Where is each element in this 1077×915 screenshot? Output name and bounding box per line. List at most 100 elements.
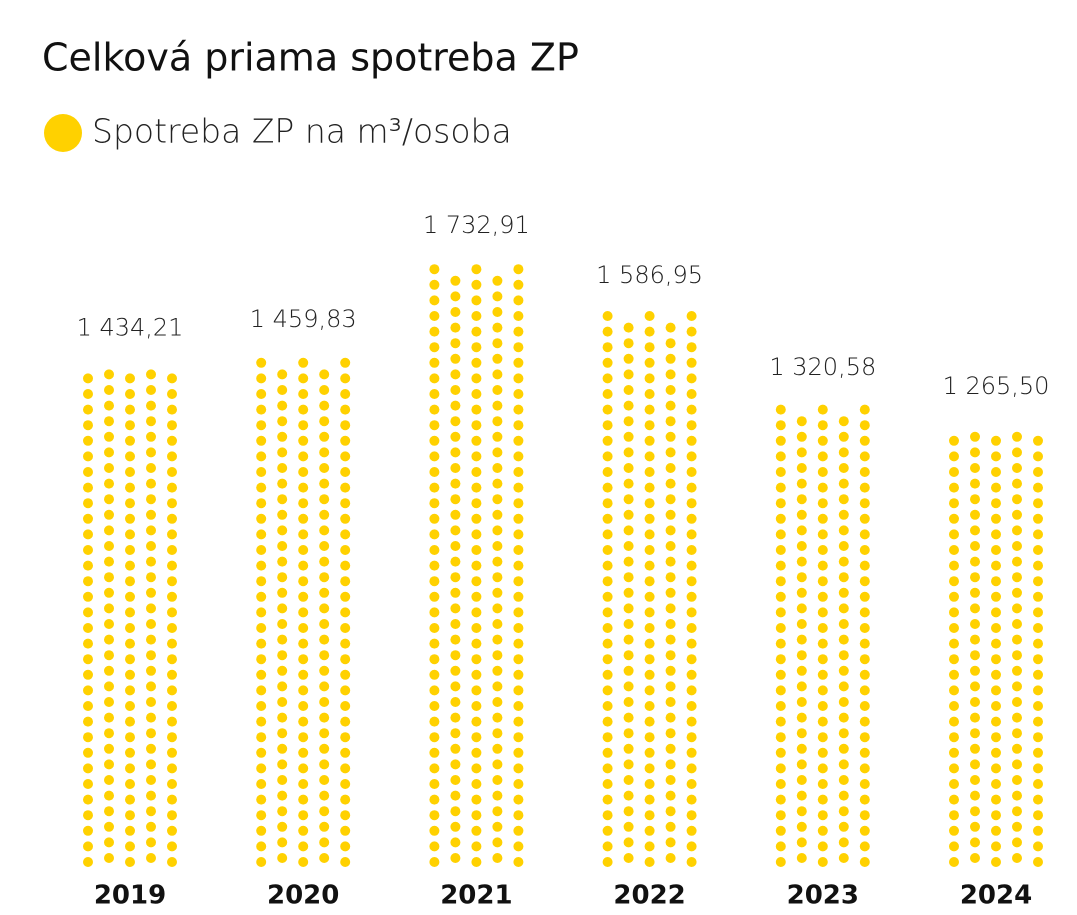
dot bbox=[991, 747, 1001, 758]
dot bbox=[471, 373, 482, 384]
dot bbox=[146, 572, 156, 583]
dot bbox=[83, 716, 93, 727]
dot bbox=[796, 665, 807, 676]
dot bbox=[970, 447, 980, 458]
dot bbox=[623, 650, 634, 661]
dot bbox=[644, 685, 655, 696]
dot bbox=[298, 482, 309, 493]
dot bbox=[970, 790, 980, 801]
dot bbox=[167, 779, 177, 789]
dot bbox=[83, 545, 93, 555]
dot bbox=[970, 556, 980, 567]
dot bbox=[817, 732, 828, 743]
dot bbox=[125, 420, 135, 431]
dot bbox=[623, 478, 634, 489]
dot bbox=[686, 654, 697, 665]
dot bbox=[340, 467, 351, 477]
dot bbox=[83, 607, 93, 618]
dot bbox=[949, 576, 959, 587]
dot bbox=[602, 763, 613, 774]
dot bbox=[602, 513, 613, 524]
dot bbox=[1012, 634, 1022, 645]
dot bbox=[277, 494, 288, 505]
dot bbox=[665, 634, 676, 645]
dot bbox=[513, 373, 524, 384]
dot bbox=[298, 732, 309, 743]
dot bbox=[1033, 560, 1043, 571]
dot bbox=[859, 435, 870, 446]
dot bbox=[277, 556, 288, 567]
dot bbox=[817, 841, 828, 852]
dot bbox=[104, 494, 114, 505]
dot bbox=[1033, 451, 1043, 462]
dot bbox=[644, 435, 655, 446]
dot bbox=[492, 837, 503, 848]
dot bbox=[665, 369, 676, 380]
dot bbox=[1033, 529, 1043, 540]
dot bbox=[796, 431, 807, 442]
dot bbox=[775, 779, 786, 789]
dot bbox=[644, 623, 655, 633]
dot bbox=[817, 591, 828, 602]
dot bbox=[125, 810, 135, 821]
dot bbox=[125, 591, 135, 602]
dot bbox=[949, 747, 959, 758]
x-tick-label: 2019 bbox=[94, 881, 166, 911]
dot bbox=[492, 603, 503, 614]
dot bbox=[256, 607, 267, 618]
dot bbox=[104, 400, 114, 411]
dot bbox=[1033, 607, 1043, 618]
dot bbox=[1033, 669, 1043, 680]
dot bbox=[859, 794, 870, 805]
dot bbox=[277, 416, 288, 427]
dot bbox=[775, 482, 786, 493]
dot bbox=[644, 576, 655, 587]
dot bbox=[859, 482, 870, 493]
dot bbox=[340, 357, 351, 368]
dot bbox=[644, 763, 655, 774]
dot bbox=[970, 712, 980, 723]
dot bbox=[775, 513, 786, 524]
dot bbox=[319, 478, 330, 489]
dot bbox=[949, 701, 959, 711]
dot bbox=[970, 619, 980, 629]
dot bbox=[817, 747, 828, 758]
dot bbox=[471, 747, 482, 758]
dot bbox=[838, 806, 849, 817]
dot bbox=[602, 623, 613, 633]
dot bbox=[796, 821, 807, 832]
dot bbox=[991, 779, 1001, 789]
dot bbox=[686, 779, 697, 789]
dot bbox=[1033, 779, 1043, 789]
dot bbox=[277, 400, 288, 411]
dot bbox=[104, 697, 114, 707]
dot bbox=[686, 576, 697, 587]
dot bbox=[686, 498, 697, 509]
dot bbox=[991, 591, 1001, 602]
dot bbox=[298, 810, 309, 821]
dot bbox=[970, 525, 980, 536]
dot bbox=[602, 607, 613, 618]
dot bbox=[602, 420, 613, 431]
dot bbox=[838, 478, 849, 489]
dot bbox=[949, 716, 959, 727]
dot bbox=[104, 463, 114, 473]
dot bbox=[665, 650, 676, 661]
value-label: 1 265,50 bbox=[943, 372, 1050, 400]
dot bbox=[623, 665, 634, 676]
dot bbox=[665, 806, 676, 817]
dot bbox=[340, 404, 351, 415]
dot bbox=[796, 775, 807, 785]
dot bbox=[450, 681, 461, 692]
dot bbox=[319, 431, 330, 442]
dot bbox=[146, 431, 156, 442]
dot bbox=[471, 841, 482, 852]
dot bbox=[125, 857, 135, 867]
dot bbox=[167, 576, 177, 587]
dot bbox=[644, 591, 655, 602]
dot bbox=[949, 841, 959, 852]
dot bbox=[859, 763, 870, 774]
dot bbox=[340, 482, 351, 493]
dot bbox=[167, 810, 177, 821]
